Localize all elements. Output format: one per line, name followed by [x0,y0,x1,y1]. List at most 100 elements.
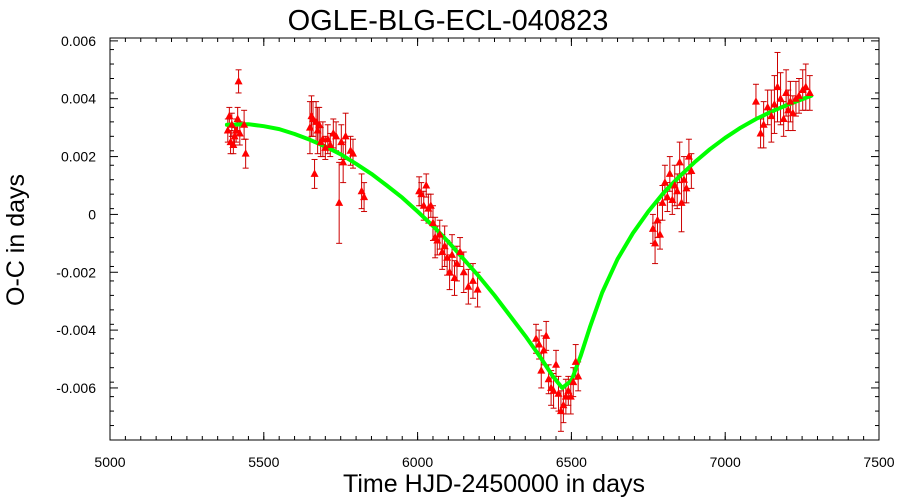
data-point-marker [445,267,454,276]
x-tick-label: 6500 [556,454,587,470]
data-point-marker [552,360,561,368]
data-point-marker [566,392,575,400]
data-point-marker [349,149,358,157]
data-point-marker [440,241,449,250]
x-tick-label: 7500 [863,454,894,470]
data-point-marker [315,120,324,128]
data-point-marker [417,189,426,198]
fit-curve [224,93,814,390]
data-point-marker [670,180,679,189]
y-tick-label: 0.004 [61,91,96,107]
data-point-marker [788,108,797,117]
y-tick-label: -0.006 [56,380,96,396]
data-point-marker [786,97,795,105]
data-point-marker [542,331,551,339]
data-point-marker [665,169,674,177]
y-axis-title: O-C in days [2,174,30,306]
data-point-marker [323,134,332,143]
data-point-marker [770,100,779,108]
data-point-marker [535,340,544,348]
data-point-marker [684,152,693,160]
data-point-marker [554,389,563,397]
data-point-marker [549,386,558,394]
data-point-marker [648,224,657,232]
data-point-marker [313,126,322,134]
data-point-marker [426,201,435,209]
data-point-marker [782,88,791,96]
x-axis-title: Time HJD-2450000 in days [343,470,645,498]
data-point-marker [360,192,369,201]
data-point-marker [419,201,428,209]
data-point-marker [687,166,696,175]
data-point-marker [564,386,573,394]
data-point-marker [756,128,765,137]
data-point-marker [337,137,346,146]
data-point-marker [321,143,330,151]
data-point-marker [341,131,350,140]
data-point-marker [464,282,473,290]
data-point-marker [473,285,482,293]
data-point-marker [240,120,249,128]
y-tick-label: 0.002 [61,149,96,165]
data-point-marker [335,198,344,206]
x-tick-label: 7000 [710,454,741,470]
data-point-marker [569,377,578,386]
x-tick-label: 5500 [248,454,279,470]
data-point-marker [679,175,688,183]
y-tick-label: -0.002 [56,264,96,280]
data-point-marker [310,169,319,177]
data-point-marker [805,88,814,96]
data-point-marker [357,186,366,195]
data-point-marker [660,178,669,186]
data-point-marker [234,76,243,85]
data-point-marker [230,131,239,140]
data-point-marker [229,140,238,149]
x-tick-label: 6000 [402,454,433,470]
data-point-marker [537,366,546,374]
data-point-marker [677,198,686,206]
data-point-marker [452,259,461,267]
data-point-marker [326,140,335,149]
data-point-marker [305,123,314,131]
y-tick-label: 0.006 [61,33,96,49]
data-point-marker [232,126,241,134]
data-point-marker [448,250,457,258]
data-point-marker [801,82,810,91]
data-point-marker [763,102,772,111]
data-points [223,76,814,415]
data-point-marker [438,247,447,256]
data-point-marker [456,247,465,256]
data-point-marker [468,276,477,284]
error-bars [224,51,813,432]
plot-frame [109,37,880,441]
chart-title: OGLE-BLG-ECL-040823 [288,5,609,37]
data-point-marker [767,111,776,120]
data-point-marker [235,128,244,137]
data-point-marker [544,374,553,383]
data-point-marker [225,111,234,120]
data-point-marker [556,406,565,415]
data-point-marker [435,230,444,238]
data-point-marker [682,183,691,192]
data-point-marker [559,400,568,409]
data-point-marker [428,218,437,227]
data-point-marker [784,105,793,114]
data-point-marker [655,230,664,238]
data-point-marker [532,334,541,342]
data-point-marker [433,235,442,244]
data-point-marker [658,198,667,206]
data-point-marker [651,238,660,247]
data-point-marker [675,157,684,166]
x-tick-label: 5000 [94,454,125,470]
data-point-marker [653,215,662,224]
x-axis-ticks: 5000 5500 6000 6500 7000 7500 [94,38,895,470]
data-point-marker [233,114,242,122]
data-point-marker [443,253,452,261]
data-point-marker [332,131,341,140]
data-point-marker [459,267,468,276]
data-point-marker [776,94,785,102]
y-tick-label: -0.004 [56,322,96,338]
data-point-marker [773,82,782,91]
data-point-marker [227,120,236,128]
